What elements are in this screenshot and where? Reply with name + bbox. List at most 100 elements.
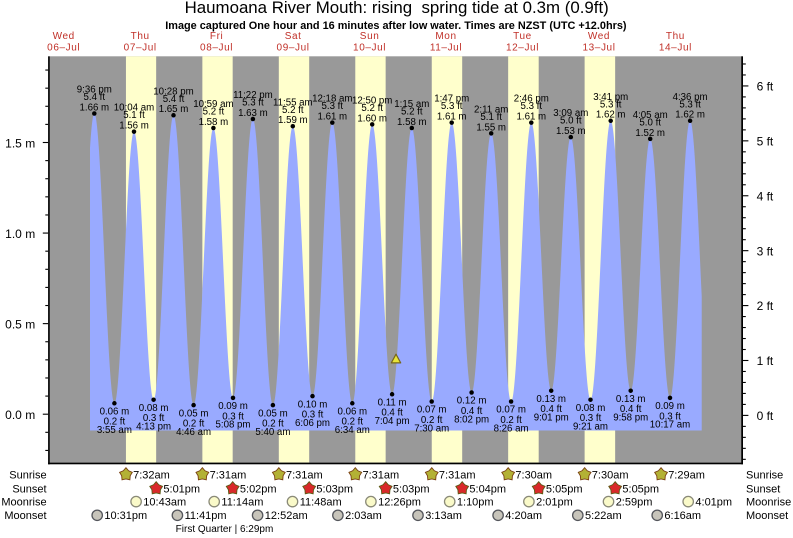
svg-text:Haumoana River Mouth: rising: Haumoana River Mouth: rising spring tide… xyxy=(185,0,609,17)
svg-text:5.3 ft: 5.3 ft xyxy=(322,101,344,112)
svg-text:5:02pm: 5:02pm xyxy=(240,483,277,495)
svg-text:5:01pm: 5:01pm xyxy=(163,483,200,495)
svg-text:Thu: Thu xyxy=(131,31,150,42)
svg-text:1.61 m: 1.61 m xyxy=(317,112,347,123)
svg-text:0.2 ft: 0.2 ft xyxy=(342,417,364,428)
svg-text:7:30am: 7:30am xyxy=(515,469,552,481)
svg-text:5.0 ft: 5.0 ft xyxy=(560,116,582,127)
svg-text:1.55 m: 1.55 m xyxy=(476,122,506,133)
svg-text:5.2 ft: 5.2 ft xyxy=(282,105,304,116)
svg-text:Thu: Thu xyxy=(666,31,685,42)
svg-text:5:05pm: 5:05pm xyxy=(546,483,583,495)
svg-text:11–Jul: 11–Jul xyxy=(430,43,462,54)
svg-text:6:06 pm: 6:06 pm xyxy=(295,418,330,429)
svg-text:6:34 am: 6:34 am xyxy=(335,425,370,436)
svg-text:0.3 ft: 0.3 ft xyxy=(302,410,324,421)
svg-text:0.3 ft: 0.3 ft xyxy=(143,413,165,424)
svg-text:0 ft: 0 ft xyxy=(757,409,774,423)
svg-text:Wed: Wed xyxy=(588,31,610,42)
svg-text:0.2 ft: 0.2 ft xyxy=(421,415,443,426)
svg-text:0.4 ft: 0.4 ft xyxy=(461,406,483,417)
svg-text:10:43am: 10:43am xyxy=(143,497,186,509)
svg-text:Image captured One hour and 16: Image captured One hour and 16 minutes a… xyxy=(165,20,627,32)
svg-text:Sat: Sat xyxy=(285,31,302,42)
svg-text:1.58 m: 1.58 m xyxy=(397,117,427,128)
svg-text:7:04 pm: 7:04 pm xyxy=(375,416,410,427)
svg-text:2:11 am: 2:11 am xyxy=(474,105,508,116)
svg-text:0.3 ft: 0.3 ft xyxy=(222,411,244,422)
svg-text:0.3 ft: 0.3 ft xyxy=(659,411,681,422)
svg-text:Moonrise: Moonrise xyxy=(746,497,791,509)
svg-text:12–Jul: 12–Jul xyxy=(506,43,539,54)
svg-text:3:13am: 3:13am xyxy=(425,510,462,522)
svg-text:1.52 m: 1.52 m xyxy=(635,128,665,139)
svg-text:0.0 m: 0.0 m xyxy=(5,408,35,422)
svg-text:5:08 pm: 5:08 pm xyxy=(215,420,250,431)
svg-text:5.2 ft: 5.2 ft xyxy=(361,103,383,114)
svg-text:12:52am: 12:52am xyxy=(265,510,308,522)
svg-text:7:31am: 7:31am xyxy=(210,469,247,481)
svg-text:3:55 am: 3:55 am xyxy=(97,425,132,436)
svg-text:5.2 ft: 5.2 ft xyxy=(203,107,225,118)
svg-text:1.65 m: 1.65 m xyxy=(159,104,189,115)
svg-text:4:13 pm: 4:13 pm xyxy=(136,422,171,433)
svg-text:4:46 am: 4:46 am xyxy=(176,427,211,438)
svg-text:5.3 ft: 5.3 ft xyxy=(600,99,622,110)
svg-text:7:32am: 7:32am xyxy=(133,469,170,481)
svg-text:Wed: Wed xyxy=(53,31,75,42)
svg-text:1.58 m: 1.58 m xyxy=(199,117,229,128)
svg-text:0.09 m: 0.09 m xyxy=(218,401,248,412)
svg-text:0.13 m: 0.13 m xyxy=(536,394,566,405)
svg-text:5:22am: 5:22am xyxy=(585,510,622,522)
svg-text:1:15 am: 1:15 am xyxy=(394,99,429,110)
svg-text:Fri: Fri xyxy=(210,31,223,42)
svg-text:0.2 ft: 0.2 ft xyxy=(500,415,522,426)
svg-text:1.66 m: 1.66 m xyxy=(79,102,109,113)
svg-text:8:26 am: 8:26 am xyxy=(494,423,529,434)
svg-text:9:58 pm: 9:58 pm xyxy=(613,413,648,424)
svg-text:4:01pm: 4:01pm xyxy=(695,497,732,509)
svg-text:1.63 m: 1.63 m xyxy=(238,108,268,119)
svg-text:1:10pm: 1:10pm xyxy=(457,497,494,509)
svg-text:1.56 m: 1.56 m xyxy=(119,121,149,132)
svg-text:11:22 pm: 11:22 pm xyxy=(233,90,273,101)
svg-text:5.0 ft: 5.0 ft xyxy=(639,118,661,129)
svg-text:12:26pm: 12:26pm xyxy=(378,497,421,509)
svg-text:1.62 m: 1.62 m xyxy=(675,110,705,121)
svg-text:0.13 m: 0.13 m xyxy=(616,394,646,405)
svg-text:0.10 m: 0.10 m xyxy=(298,399,328,410)
svg-text:5.4 ft: 5.4 ft xyxy=(163,94,185,105)
svg-text:11:41pm: 11:41pm xyxy=(185,510,227,522)
svg-text:Moonset: Moonset xyxy=(746,510,788,522)
svg-text:10:59 am: 10:59 am xyxy=(193,99,233,110)
svg-text:1.59 m: 1.59 m xyxy=(278,115,308,126)
svg-text:0.4 ft: 0.4 ft xyxy=(540,404,562,415)
svg-text:1 ft: 1 ft xyxy=(757,354,774,368)
svg-text:5.2 ft: 5.2 ft xyxy=(401,107,423,118)
svg-text:1.5 m: 1.5 m xyxy=(5,136,35,150)
svg-text:2:59pm: 2:59pm xyxy=(616,497,653,509)
svg-text:0.11 m: 0.11 m xyxy=(378,398,407,409)
svg-text:2:46 pm: 2:46 pm xyxy=(514,94,549,105)
svg-text:5:40 am: 5:40 am xyxy=(255,427,290,438)
svg-text:0.08 m: 0.08 m xyxy=(576,403,606,414)
svg-text:4:20am: 4:20am xyxy=(505,510,542,522)
svg-text:5:03pm: 5:03pm xyxy=(316,483,353,495)
svg-text:0.06 m: 0.06 m xyxy=(100,407,130,418)
svg-text:0.2 ft: 0.2 ft xyxy=(183,419,205,430)
svg-text:13–Jul: 13–Jul xyxy=(582,43,615,54)
svg-text:7:31am: 7:31am xyxy=(439,469,476,481)
svg-text:4:05 am: 4:05 am xyxy=(633,110,668,121)
svg-text:10:31pm: 10:31pm xyxy=(104,510,147,522)
svg-text:Sunset: Sunset xyxy=(12,483,46,495)
svg-text:Sun: Sun xyxy=(360,31,380,42)
svg-text:2:03am: 2:03am xyxy=(345,510,382,522)
svg-text:1.61 m: 1.61 m xyxy=(437,112,467,123)
svg-text:0.4 ft: 0.4 ft xyxy=(620,404,642,415)
svg-text:2:01pm: 2:01pm xyxy=(536,497,573,509)
svg-text:5:05pm: 5:05pm xyxy=(622,483,659,495)
svg-text:12:18 am: 12:18 am xyxy=(312,94,352,105)
svg-text:Moonset: Moonset xyxy=(4,510,46,522)
svg-text:0.05 m: 0.05 m xyxy=(179,408,209,419)
svg-text:5.3 ft: 5.3 ft xyxy=(679,99,701,110)
